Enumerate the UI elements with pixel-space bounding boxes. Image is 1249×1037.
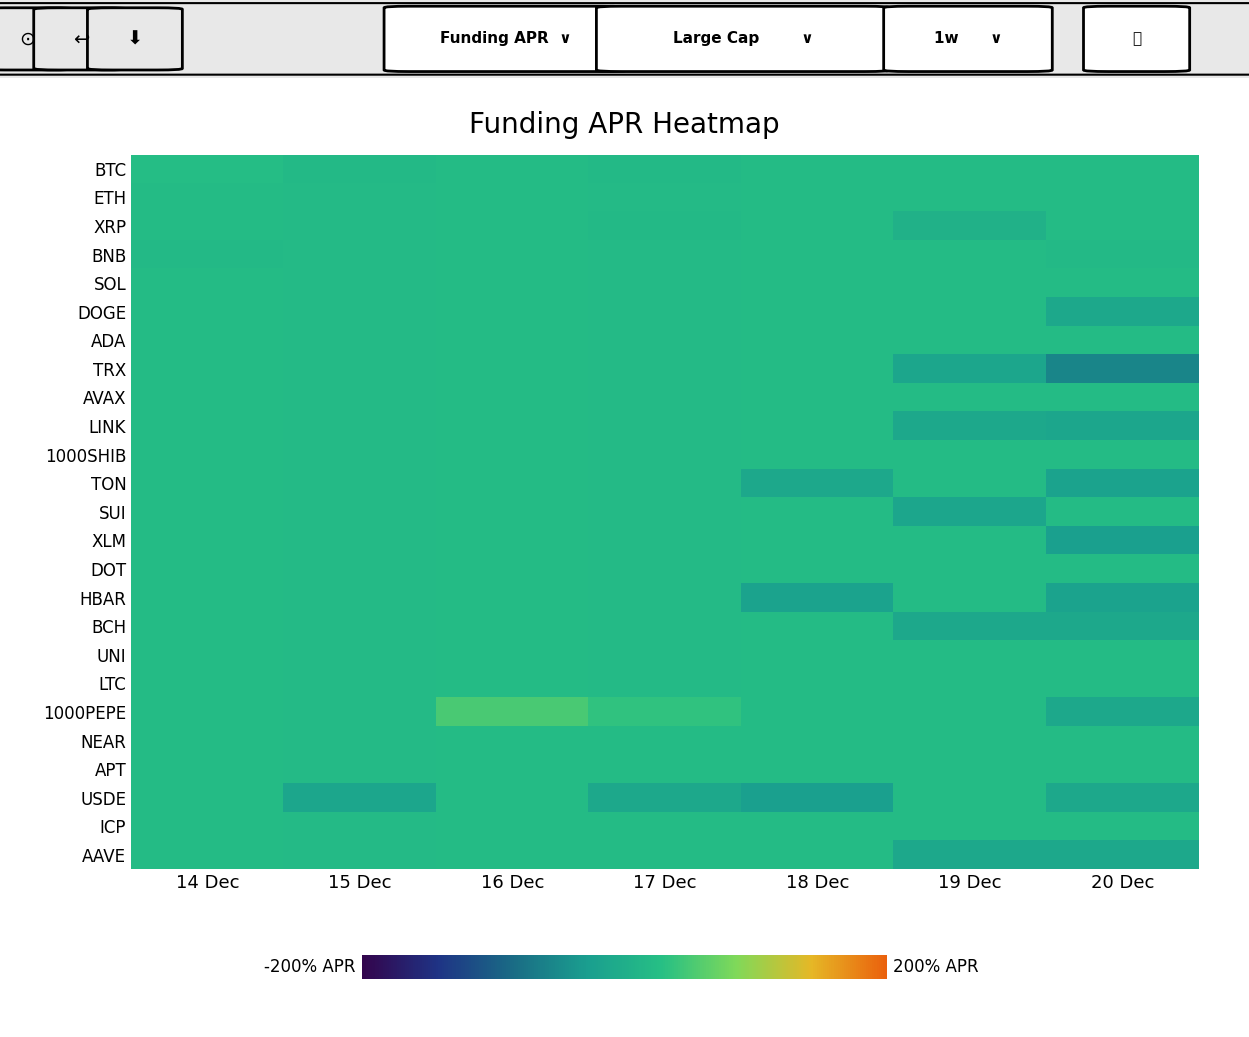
Text: 1w      ∨: 1w ∨ (934, 31, 1002, 47)
FancyBboxPatch shape (87, 7, 182, 69)
FancyBboxPatch shape (385, 6, 627, 72)
Text: ↩: ↩ (72, 29, 90, 49)
FancyBboxPatch shape (1084, 6, 1189, 72)
Text: ⛶: ⛶ (1132, 31, 1142, 47)
Text: Funding APR Heatmap: Funding APR Heatmap (470, 111, 779, 139)
Text: ⊙: ⊙ (19, 29, 36, 49)
Text: ⬇: ⬇ (126, 29, 144, 49)
Text: 200% APR: 200% APR (893, 958, 979, 977)
FancyBboxPatch shape (34, 7, 129, 69)
FancyBboxPatch shape (596, 6, 889, 72)
FancyBboxPatch shape (884, 6, 1052, 72)
FancyBboxPatch shape (0, 3, 1249, 75)
Text: Funding APR  ∨: Funding APR ∨ (440, 31, 572, 47)
Text: Large Cap        ∨: Large Cap ∨ (673, 31, 813, 47)
FancyBboxPatch shape (0, 7, 75, 69)
Text: -200% APR: -200% APR (265, 958, 356, 977)
